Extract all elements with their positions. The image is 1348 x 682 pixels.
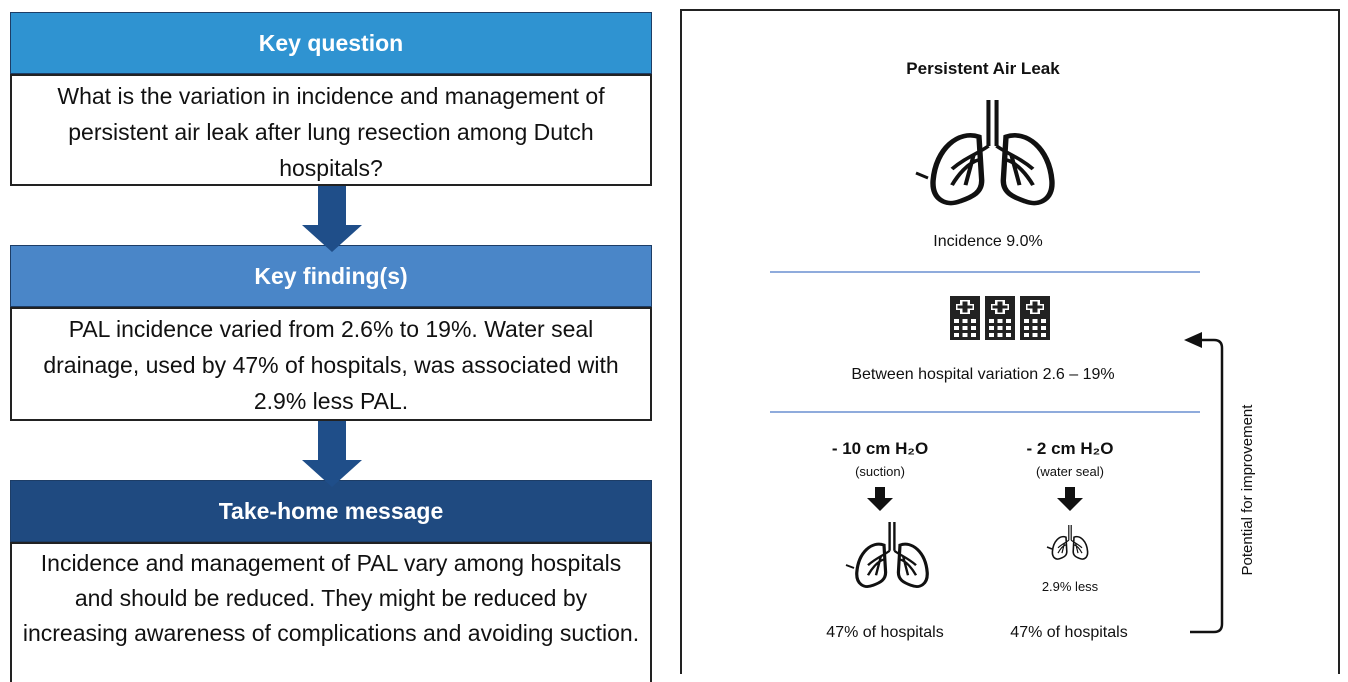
bracket-arrow (1184, 332, 1202, 348)
bracket (1190, 338, 1224, 634)
key-findings-text: PAL incidence varied from 2.6% to 19%. W… (10, 307, 652, 421)
suction-share: 47% of hospitals (826, 624, 943, 641)
take-home-text: Incidence and management of PAL vary amo… (10, 542, 652, 682)
suction-pressure: - 10 cm H₂O (832, 439, 928, 458)
water-seal-effect: 2.9% less (1042, 579, 1099, 594)
key-findings-title: Key finding(s) (10, 245, 652, 307)
leak-mark (915, 171, 929, 180)
lung-icon (855, 520, 929, 589)
water-seal-share: 47% of hospitals (1010, 624, 1127, 641)
panel (680, 9, 1340, 674)
water-seal-pressure: - 2 cm H₂O (1027, 439, 1114, 458)
side-label: Potential for improvement (1239, 404, 1256, 576)
incidence: Incidence 9.0% (933, 233, 1042, 250)
flow-arrow (302, 421, 362, 487)
leak-mark (845, 564, 855, 569)
arrow (867, 487, 893, 511)
suction-label: (suction) (855, 464, 905, 479)
lung-icon (1051, 524, 1089, 560)
hospital-icon (1020, 296, 1050, 340)
key-question-title: Key question (10, 12, 652, 74)
flow-arrow (302, 186, 362, 252)
graphic-title: Persistent Air Leak (906, 59, 1060, 78)
arrow (1057, 487, 1083, 511)
water-seal-label: (water seal) (1036, 464, 1104, 479)
key-question-text: What is the variation in incidence and m… (10, 74, 652, 186)
hospital-icon (985, 296, 1015, 340)
variation: Between hospital variation 2.6 – 19% (851, 366, 1114, 383)
take-home-title: Take-home message (10, 480, 652, 542)
hospital-icon (950, 296, 980, 340)
lung-icon (933, 100, 1052, 203)
leak-mark (1046, 546, 1053, 550)
